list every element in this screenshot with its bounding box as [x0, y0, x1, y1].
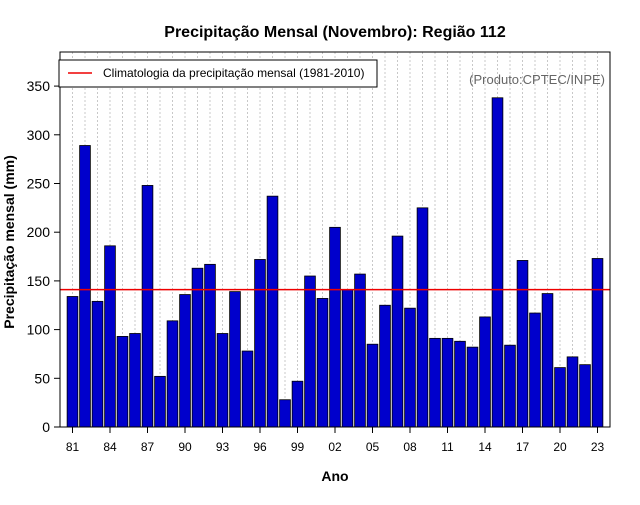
bar-02: [329, 226, 341, 428]
bar-22: [579, 364, 591, 428]
bar-01: [316, 298, 329, 428]
bar-19: [541, 293, 554, 428]
chart-title: Precipitação Mensal (Novembro): Região 1…: [164, 24, 506, 41]
x-tick-label: 99: [291, 440, 305, 454]
x-tick-label: 96: [253, 440, 267, 454]
bar-95: [241, 350, 254, 428]
bar-82: [79, 145, 91, 428]
bar-92: [204, 263, 216, 428]
bar-14: [479, 316, 491, 428]
bar-83: [91, 300, 104, 428]
x-axis: 81 84 87 90 93 96 99 02 05 08 11 14 17 20 23: [66, 427, 605, 454]
bar-88: [154, 375, 166, 428]
y-tick-label: 350: [27, 78, 51, 94]
x-tick-label: 11: [441, 440, 454, 454]
bar-90: [179, 294, 191, 428]
y-tick-label: 100: [27, 322, 51, 338]
bar-11: [441, 337, 454, 428]
y-tick-label: 250: [27, 175, 51, 191]
y-axis-label: Precipitação mensal (mm): [1, 155, 17, 329]
bar-99: [291, 380, 304, 428]
bar-23: [591, 258, 604, 428]
y-tick-label: 0: [42, 419, 50, 435]
x-tick-label: 93: [216, 440, 230, 454]
bar-21: [566, 356, 579, 428]
x-tick-label: 08: [403, 440, 417, 454]
bar-00: [304, 275, 316, 428]
bar-89: [166, 320, 179, 428]
y-axis: 0 50 100 150 200 250 300 350: [27, 78, 60, 435]
bar-94: [229, 291, 241, 428]
legend-label: Climatologia da precipitação mensal (198…: [103, 66, 364, 80]
bar-93: [216, 333, 229, 428]
bar-17: [516, 260, 529, 428]
bar-07: [391, 235, 404, 428]
bar-03: [341, 289, 354, 428]
x-tick-label: 87: [141, 440, 155, 454]
legend-box: [58, 59, 378, 88]
bar-08: [404, 307, 416, 428]
x-tick-label: 14: [478, 440, 492, 454]
x-tick-label: 23: [591, 440, 605, 454]
y-tick-label: 200: [27, 224, 51, 240]
bar-09: [416, 207, 429, 428]
bar-98: [279, 399, 291, 428]
bar-91: [191, 267, 204, 428]
bar-10: [429, 337, 441, 428]
x-tick-label: 90: [178, 440, 192, 454]
bar-81: [66, 296, 79, 428]
bar-04: [354, 273, 366, 428]
bar-13: [466, 346, 479, 428]
bar-86: [129, 333, 141, 428]
watermark-text: (Produto:CPTEC/INPE): [469, 72, 605, 87]
x-tick-label: 84: [103, 440, 117, 454]
x-tick-label: 02: [328, 440, 342, 454]
bar-84: [104, 245, 116, 428]
y-tick-label: 150: [27, 273, 51, 289]
bar-16: [504, 344, 516, 428]
x-tick-label: 05: [366, 440, 380, 454]
x-tick-label: 81: [66, 440, 80, 454]
bar-96: [254, 259, 266, 428]
bar-15: [491, 97, 504, 428]
bar-97: [266, 195, 279, 428]
bar-85: [116, 336, 129, 428]
bar-18: [529, 312, 541, 428]
x-tick-label: 20: [553, 440, 567, 454]
bar-87: [141, 185, 154, 428]
bar-06: [379, 304, 391, 428]
bars-group: [66, 97, 604, 428]
y-tick-label: 50: [34, 370, 50, 386]
bar-05: [366, 343, 379, 428]
x-tick-label: 17: [516, 440, 530, 454]
bar-20: [554, 367, 566, 428]
bar-12: [454, 340, 466, 428]
legend: Climatologia da precipitação mensal (198…: [58, 59, 378, 88]
x-axis-label: Ano: [321, 468, 348, 484]
y-tick-label: 300: [27, 127, 51, 143]
